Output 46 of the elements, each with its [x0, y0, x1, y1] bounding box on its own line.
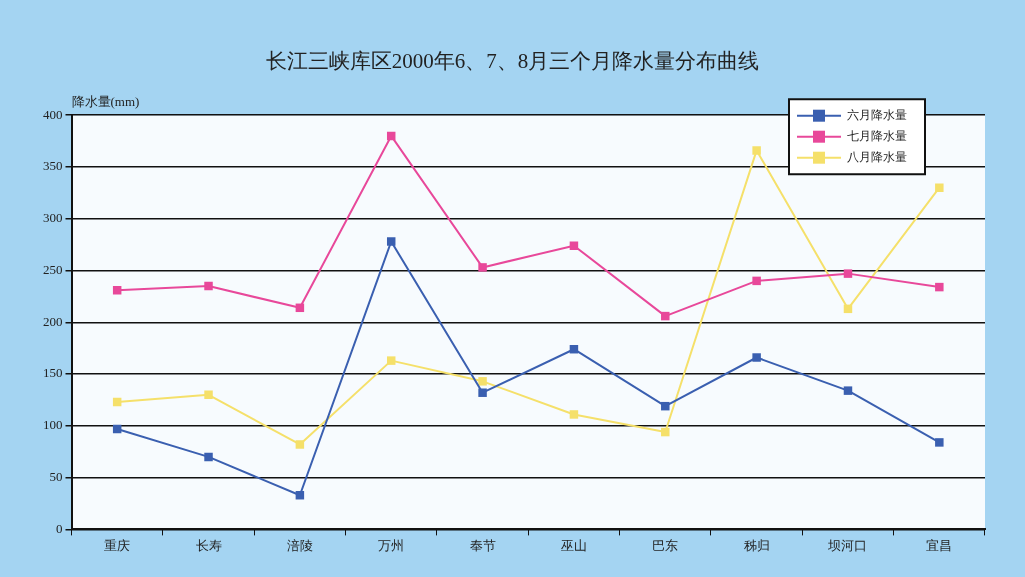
- point: [752, 276, 761, 286]
- y-tick-label: 250: [43, 261, 63, 277]
- point: [478, 377, 487, 386]
- point: [935, 282, 944, 292]
- point: [752, 146, 761, 155]
- x-tick-label: 长寿: [195, 537, 222, 553]
- y-tick-label: 50: [49, 469, 63, 485]
- y-tick-label: 300: [43, 210, 63, 226]
- y-axis-title: 降水量(mm): [71, 94, 140, 110]
- point: [478, 263, 487, 272]
- x-tick-label: 万州: [378, 537, 405, 553]
- point: [935, 183, 944, 192]
- legend-label: 八月降水量: [847, 149, 907, 164]
- point: [478, 388, 487, 397]
- point: [843, 269, 853, 278]
- chart-title: 长江三峡库区2000年6、7、8月三个月降水量分布曲线: [265, 49, 760, 74]
- x-tick-label: 秭归: [743, 537, 770, 553]
- point: [386, 356, 396, 365]
- y-tick-label: 200: [43, 313, 63, 329]
- y-tick-label: 150: [43, 365, 63, 381]
- point: [295, 440, 305, 449]
- point: [661, 311, 670, 321]
- y-tick-label: 350: [43, 158, 63, 174]
- x-tick-label: 坝河口: [827, 537, 868, 553]
- y-tick-label: 100: [43, 417, 63, 433]
- legend-label: 七月降水量: [847, 128, 907, 143]
- y-tick-label: 400: [43, 106, 63, 122]
- point: [935, 438, 944, 447]
- y-tick-label: 0: [56, 520, 63, 536]
- x-tick-label: 重庆: [104, 537, 131, 553]
- point: [661, 427, 670, 437]
- point: [569, 410, 579, 419]
- point: [661, 401, 670, 411]
- point: [569, 241, 579, 250]
- x-tick-label: 巫山: [560, 537, 587, 553]
- x-tick-label: 宜昌: [926, 537, 953, 553]
- point: [752, 353, 761, 362]
- point: [204, 390, 213, 400]
- point: [843, 386, 853, 395]
- point: [204, 452, 213, 462]
- x-tick-label: 涪陵: [286, 537, 313, 553]
- x-tick-label: 奉节: [469, 537, 496, 553]
- point: [204, 281, 213, 291]
- x-tick-label: 巴东: [652, 537, 679, 553]
- point: [386, 237, 396, 246]
- legend-label: 六月降水量: [847, 107, 907, 122]
